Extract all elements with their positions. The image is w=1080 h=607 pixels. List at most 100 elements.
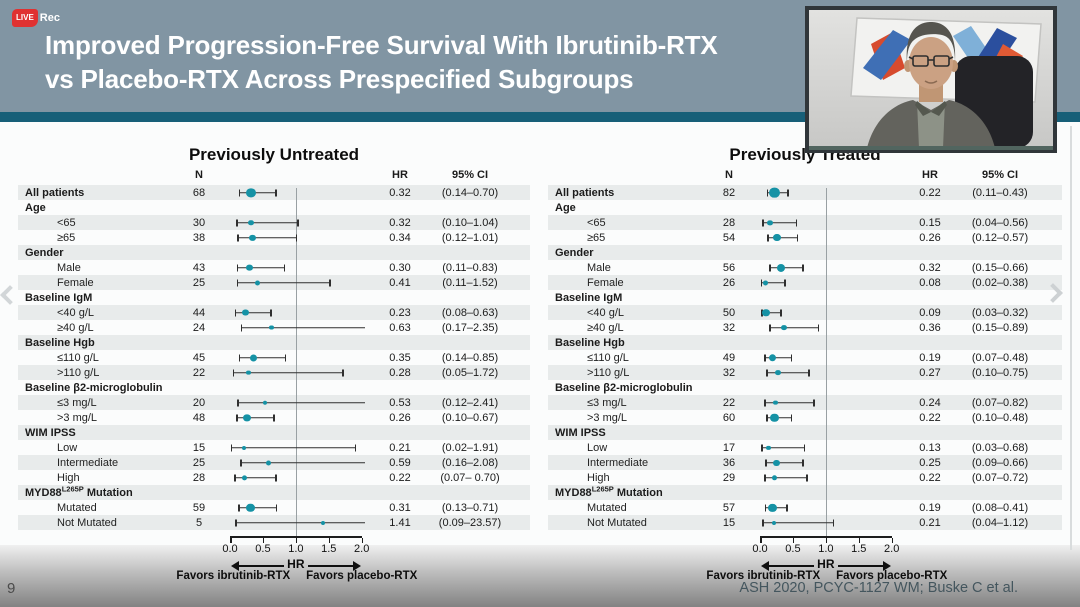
citation: ASH 2020, PCYC-1127 WM; Buske C et al.	[739, 580, 1018, 596]
hr-point	[241, 445, 246, 450]
ci-plot-cell	[750, 380, 905, 395]
n-value: 32	[722, 321, 736, 334]
ci-plot-cell	[220, 395, 375, 410]
ci-value: (0.11–0.83)	[442, 261, 498, 274]
ci-cap-left	[236, 219, 238, 226]
forest-rows: All patients 68 0.32 (0.14–0.70) Age <65 30 0.3…	[18, 185, 530, 530]
forest-section-row: MYD88L265P Mutation	[18, 485, 530, 500]
hr-point	[770, 413, 779, 422]
ci-value: (0.02–0.38)	[971, 276, 1029, 289]
hr-point	[773, 400, 779, 405]
row-label: Baseline Hgb	[555, 336, 625, 349]
col-header-ci: 95% CI	[451, 169, 489, 181]
ci-whisker	[239, 356, 286, 359]
ci-whisker	[765, 461, 804, 464]
ci-plot-cell	[750, 425, 905, 440]
ci-cap-right	[295, 234, 297, 241]
chevron-left-icon	[0, 285, 20, 305]
ci-value: (0.10–1.04)	[441, 216, 499, 229]
hr-point	[320, 520, 325, 525]
hr-value: 0.36	[919, 321, 941, 334]
row-label: <40 g/L	[57, 306, 95, 319]
n-value: 48	[192, 411, 206, 424]
live-badge: LIVE	[12, 9, 38, 27]
next-slide-button[interactable]	[1043, 283, 1066, 306]
favors-left-arrow	[230, 561, 284, 571]
row-label: Baseline IgM	[555, 291, 623, 304]
row-label: Not Mutated	[57, 516, 117, 529]
hr-value: 0.63	[389, 321, 411, 334]
ci-value: (0.07–0.48)	[971, 351, 1029, 364]
forest-data-row: Male 43 0.30 (0.11–0.83)	[18, 260, 530, 275]
forest-data-row: <40 g/L 44 0.23 (0.08–0.63)	[18, 305, 530, 320]
ci-cap-left	[761, 444, 763, 451]
ci-whisker	[237, 401, 365, 404]
hr-point	[248, 219, 254, 226]
ci-cap-left	[766, 189, 769, 196]
ci-value: (0.12–2.41)	[441, 396, 499, 409]
hr-point	[246, 264, 254, 271]
ci-value: (0.03–0.68)	[971, 441, 1029, 454]
reference-line	[825, 188, 828, 536]
row-label: ≤3 mg/L	[57, 396, 97, 409]
ci-plot-cell	[220, 485, 375, 500]
forest-data-row: High 28 0.22 (0.07– 0.70)	[18, 470, 530, 485]
row-label: Mutated	[587, 501, 627, 514]
ci-cap-left	[240, 324, 243, 331]
row-label: ≥40 g/L	[57, 321, 94, 334]
forest-section-row: Gender	[548, 245, 1062, 260]
hr-point	[777, 263, 786, 272]
slide-title-line1: Improved Progression-Free Survival With …	[45, 30, 718, 60]
n-value: 60	[722, 411, 736, 424]
ci-value: (0.13–0.71)	[441, 501, 499, 514]
ci-cap-left	[238, 504, 240, 511]
favors-right-arrow	[837, 561, 892, 571]
ci-cap-right	[808, 369, 810, 376]
axis-tick-label: 1.0	[288, 543, 304, 555]
ci-whisker	[764, 401, 814, 404]
forest-panel-previously-treated: Previously Treated N HR 95% CI All patie…	[548, 145, 1062, 590]
ci-cap-right	[354, 444, 357, 451]
hr-value: 0.30	[389, 261, 411, 274]
ci-cap-left	[237, 234, 239, 241]
forest-data-row: ≥40 g/L 24 0.63 (0.17–2.35)	[18, 320, 530, 335]
forest-data-row: ≥65 38 0.34 (0.12–1.01)	[18, 230, 530, 245]
forest-data-row: >110 g/L 22 0.28 (0.05–1.72)	[18, 365, 530, 380]
axis-tick	[792, 538, 795, 543]
row-label: Baseline β2-microglobulin	[555, 381, 693, 394]
row-label: Age	[555, 201, 576, 214]
forest-data-row: Low 15 0.21 (0.02–1.91)	[18, 440, 530, 455]
forest-section-row: Baseline β2-microglobulin	[548, 380, 1062, 395]
ci-plot-cell	[750, 350, 905, 365]
hr-point	[773, 233, 782, 242]
ci-cap-left	[236, 264, 239, 271]
reference-line	[295, 188, 298, 536]
ci-cap-left	[237, 399, 239, 406]
ci-plot-cell	[220, 455, 375, 470]
ci-cap-left	[764, 504, 767, 511]
ci-whisker	[237, 281, 331, 284]
ci-cap-right	[802, 459, 804, 466]
ci-plot-cell	[220, 320, 375, 335]
axis-tick	[891, 538, 894, 543]
previous-slide-button[interactable]	[0, 285, 23, 308]
ci-whisker	[236, 416, 275, 419]
row-label: Male	[57, 261, 81, 274]
ci-plot-cell	[220, 275, 375, 290]
ci-whisker	[766, 371, 810, 374]
col-header-n: N	[725, 169, 733, 181]
axis-hr-label: HR	[817, 557, 835, 571]
forest-data-row: Not Mutated 5 1.41 (0.09–23.57)	[18, 515, 530, 530]
favors-right-arrow	[307, 561, 362, 571]
forest-data-row: ≥40 g/L 32 0.36 (0.15–0.89)	[548, 320, 1062, 335]
row-label: <65	[57, 216, 76, 229]
ci-cap-right	[342, 369, 344, 376]
row-label: ≤110 g/L	[587, 351, 629, 364]
axis-tick-label: 0.0	[752, 543, 768, 555]
forest-section-row: Baseline Hgb	[18, 335, 530, 350]
hr-value: 0.22	[919, 186, 941, 199]
row-label: Gender	[25, 246, 64, 259]
hr-point	[771, 474, 778, 481]
n-value: 25	[192, 276, 206, 289]
ci-cap-right	[297, 219, 299, 226]
